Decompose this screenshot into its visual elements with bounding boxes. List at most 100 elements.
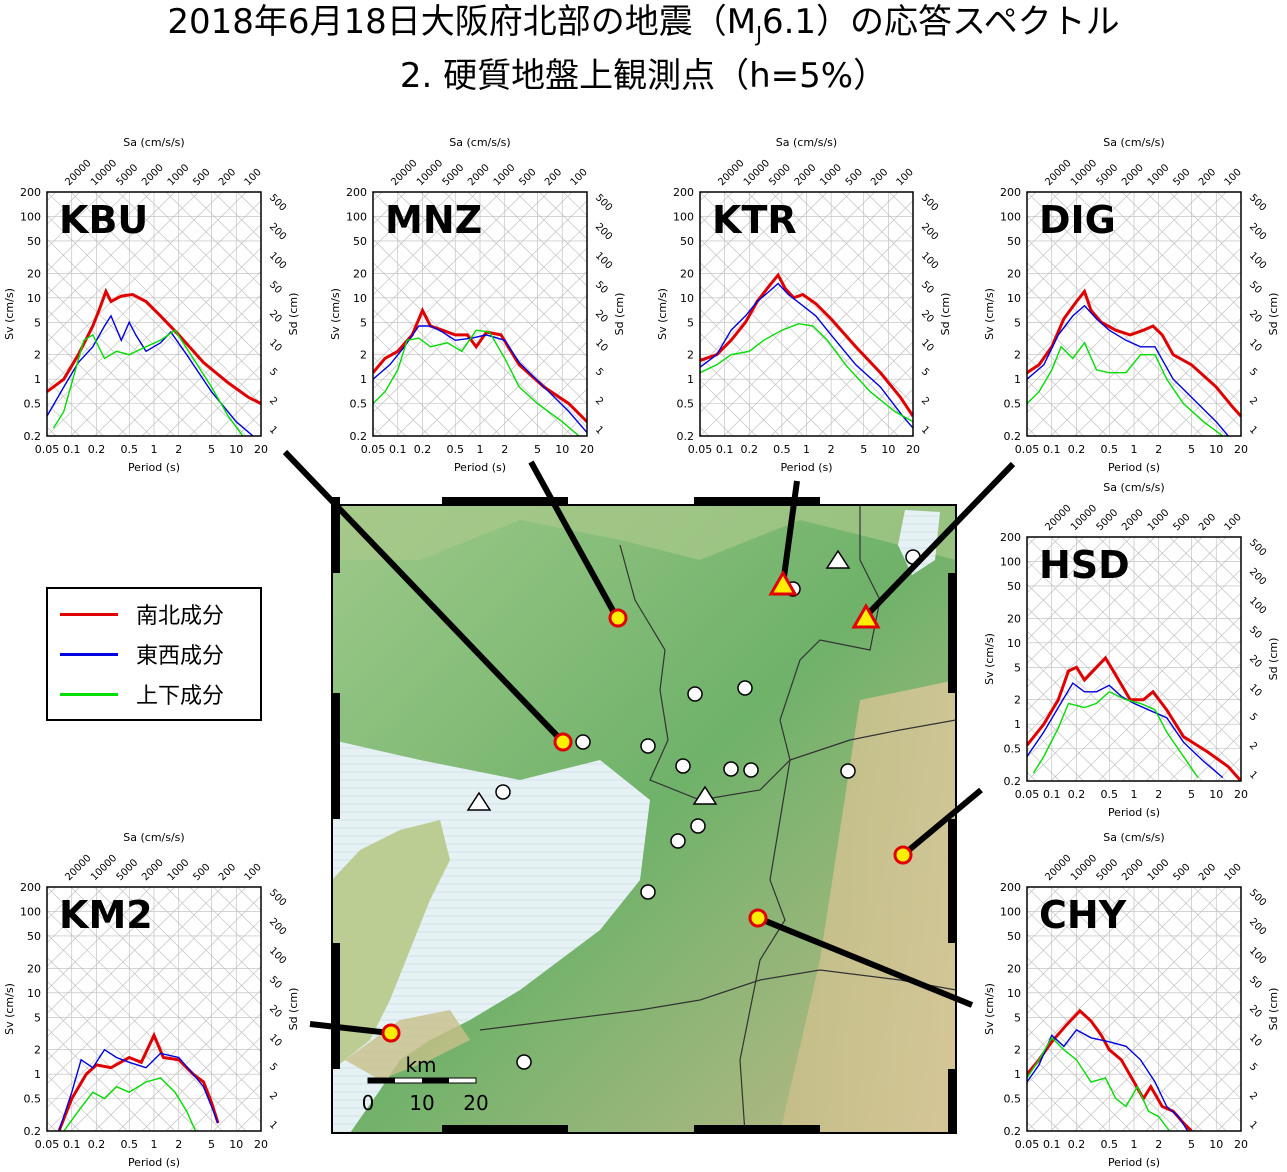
leader-lines <box>282 449 1016 1036</box>
grid-line-sa <box>1050 192 1241 381</box>
x-tick-label: 2 <box>1155 788 1162 801</box>
station-kbu-marker <box>553 732 573 752</box>
sd-tick-label: 50 <box>919 279 936 296</box>
chart-grid <box>700 192 913 436</box>
y-tick-label: 20 <box>27 962 41 975</box>
chart-grid <box>373 192 587 436</box>
station-hsd-marker <box>893 845 913 865</box>
grid-line-sa <box>1027 677 1132 781</box>
sd-tick-label: 50 <box>1247 279 1264 296</box>
series-line-ns <box>1027 288 1241 418</box>
y-tick-label: 20 <box>27 267 41 280</box>
y-tick-label: 50 <box>1007 930 1021 943</box>
grid-line-sd <box>373 192 430 249</box>
sa-tick-label: 2000 <box>1120 162 1146 188</box>
grid-line-sa <box>94 887 261 1053</box>
station-label-hsd: HSD <box>1039 543 1130 587</box>
sd-tick-label: 1 <box>1247 424 1259 436</box>
grid-line-sa <box>515 192 587 263</box>
grid-line-sa <box>1027 910 1241 1123</box>
grid-line-sd <box>1193 388 1241 436</box>
grid-line-sa <box>1098 192 1241 334</box>
sd-tick-label: 20 <box>1247 308 1264 325</box>
station-marker <box>840 763 856 779</box>
grid-line-sa <box>1027 1051 1108 1131</box>
legend-swatch-ud <box>60 692 118 696</box>
y-tick-label: 10 <box>1007 292 1021 305</box>
sa-tick-label: 500 <box>517 167 538 188</box>
x-tick-label: 0.1 <box>1043 788 1061 801</box>
sd-axis-label: Sd (cm) <box>613 293 626 336</box>
grid-line-sa <box>141 887 261 1005</box>
sd-tick-label: 20 <box>919 308 936 325</box>
sd-axis-label: Sd (cm) <box>287 988 300 1031</box>
sa-axis-label: Sa (cm/s/s) <box>123 136 184 149</box>
sa-tick-label: 100 <box>243 167 264 188</box>
grid-line-sa <box>1098 887 1241 1029</box>
sa-tick-label: 10000 <box>742 158 772 188</box>
station-marker <box>640 884 656 900</box>
grid-line-sa <box>47 192 261 405</box>
grid-line-sd <box>1027 192 1132 296</box>
grid-line-sa <box>1121 887 1241 1005</box>
grid-line-sd <box>1121 663 1241 781</box>
y-tick-label: 0.2 <box>1004 1125 1022 1138</box>
grid-line-sd <box>1193 733 1241 781</box>
grid-line-sa <box>373 285 525 436</box>
y-tick-label: 2 <box>34 349 41 362</box>
station-marker <box>495 784 511 800</box>
grid-line-sa <box>1027 356 1108 436</box>
grid-line-sa <box>1027 630 1179 781</box>
y-tick-label: 0.2 <box>24 1125 42 1138</box>
grid-line-sa <box>47 356 128 436</box>
x-tick-label: 0.1 <box>716 443 734 456</box>
sd-tick-label: 2 <box>267 395 279 407</box>
grid-line-sa <box>794 192 913 310</box>
station-marker <box>516 1054 532 1070</box>
sd-tick-label: 10 <box>919 337 936 354</box>
chart-grid <box>47 887 261 1131</box>
x-tick-label: 1 <box>803 443 810 456</box>
y-tick-label: 100 <box>20 210 41 223</box>
grid-line-sa <box>700 192 913 405</box>
plot-frame <box>1026 886 1242 1132</box>
x-tick-label: 0.5 <box>1100 1138 1118 1151</box>
grid-line-sa <box>47 332 152 436</box>
grid-line-sd <box>213 388 261 436</box>
grid-line-sa <box>700 238 899 436</box>
x-tick-label: 20 <box>580 443 594 456</box>
grid-line-sd <box>1169 365 1241 436</box>
x-tick-label: 0.5 <box>1100 788 1118 801</box>
station-marker <box>737 680 753 696</box>
x-tick-label: 2 <box>175 1138 182 1151</box>
leader-line-mnz <box>528 460 620 620</box>
x-tick-label: 5 <box>534 443 541 456</box>
grid-line-sa <box>491 192 587 287</box>
x-tick-label: 20 <box>254 1138 268 1151</box>
grid-line-sa <box>700 379 757 436</box>
y-tick-label: 0.2 <box>350 430 368 443</box>
chart-grid <box>1027 192 1241 436</box>
sd-tick-label: 200 <box>1247 221 1268 242</box>
grid-line-sa <box>539 192 587 240</box>
series-line-ud <box>63 1077 197 1131</box>
grid-line-sa <box>700 356 781 436</box>
figure-title-line2: 2. 硬質地盤上観測点（h=5%） <box>399 56 888 96</box>
sa-tick-label: 20000 <box>1043 158 1073 188</box>
sd-tick-label: 20 <box>1247 653 1264 670</box>
sd-tick-label: 20 <box>267 1003 284 1020</box>
sa-tick-label: 2000 <box>466 162 492 188</box>
station-marker <box>723 761 739 777</box>
y-axis-label: Sv (cm/s) <box>3 288 16 340</box>
grid-line-sa <box>1027 560 1241 773</box>
grid-line-sa <box>1050 537 1241 726</box>
x-tick-label: 0.05 <box>1015 443 1040 456</box>
y-tick-label: 5 <box>687 316 694 329</box>
x-tick-label: 0.5 <box>120 1138 138 1151</box>
sa-tick-label: 20000 <box>389 158 419 188</box>
grid-line-sd <box>47 192 152 296</box>
x-tick-label: 0.05 <box>361 443 386 456</box>
x-tick-label: 0.1 <box>63 443 81 456</box>
y-tick-label: 1 <box>1014 373 1021 386</box>
x-axis-label: Period (s) <box>454 461 506 474</box>
